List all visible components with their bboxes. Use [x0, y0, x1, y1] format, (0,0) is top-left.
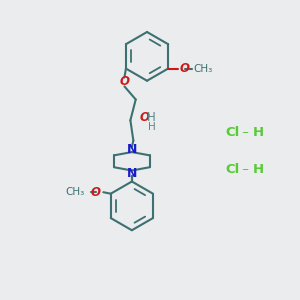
Text: H: H: [146, 111, 155, 124]
Text: H: H: [253, 163, 264, 176]
Text: H: H: [148, 122, 156, 132]
Text: H: H: [253, 126, 264, 139]
Text: CH₃: CH₃: [66, 187, 85, 197]
Text: N: N: [127, 167, 137, 180]
Text: Cl: Cl: [226, 163, 240, 176]
Text: O: O: [90, 186, 100, 199]
Text: CH₃: CH₃: [193, 64, 212, 74]
Text: O: O: [180, 62, 190, 75]
Text: –: –: [238, 126, 254, 139]
Text: N: N: [127, 143, 137, 156]
Text: O: O: [119, 74, 129, 88]
Text: O: O: [140, 111, 150, 124]
Text: Cl: Cl: [226, 126, 240, 139]
Text: –: –: [238, 163, 254, 176]
